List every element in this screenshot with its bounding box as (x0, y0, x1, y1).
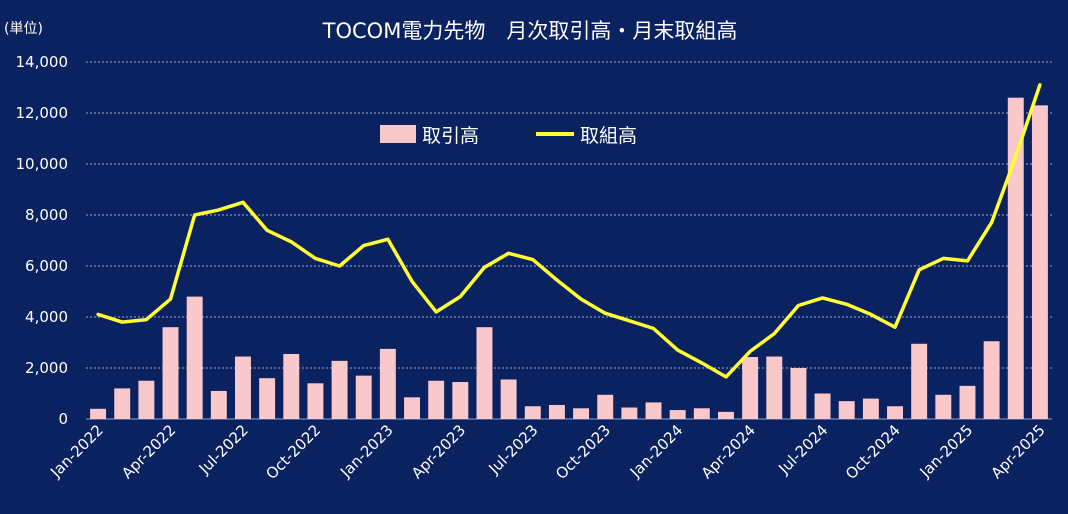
bar (983, 341, 1000, 419)
y-tick-label: 0 (58, 410, 68, 428)
bar (476, 327, 493, 419)
series-line (96, 83, 1042, 379)
bar (693, 408, 710, 419)
bar (355, 375, 372, 419)
bar (428, 380, 445, 419)
unit-label: (単位) (4, 21, 43, 37)
bar (235, 356, 251, 419)
bar (597, 394, 614, 419)
legend-label-line: 取組高 (580, 125, 637, 147)
y-tick-label: 10,000 (16, 155, 69, 173)
bar (210, 390, 227, 419)
bar (404, 397, 420, 419)
line-series-torikumidaka (96, 83, 1042, 379)
bar (645, 402, 662, 419)
y-axis-tick-labels: 0 2,000 4,000 6,000 8,000 10,000 12,000 14,000 (16, 53, 69, 428)
bar (573, 408, 590, 419)
bar (669, 410, 686, 419)
chart-title: TOCOM電力先物 月次取引高・月末取組高 (322, 19, 738, 43)
legend: 取引高 取組高 (380, 125, 637, 147)
y-tick-label: 14,000 (16, 53, 69, 71)
bar (524, 406, 541, 419)
bar (162, 327, 179, 419)
bar (790, 368, 807, 419)
y-tick-label: 8,000 (25, 206, 68, 224)
bar (138, 380, 155, 419)
y-tick-label: 2,000 (25, 359, 68, 377)
bar (935, 394, 952, 419)
bar (814, 393, 831, 419)
bar (379, 348, 396, 419)
bar (621, 407, 638, 419)
bar (1031, 105, 1048, 419)
bar (452, 382, 469, 419)
legend-swatch-bar (380, 125, 416, 143)
bar (1007, 97, 1024, 419)
bar (838, 401, 855, 419)
bar (548, 404, 565, 419)
bar (283, 353, 300, 419)
legend-label-bar: 取引高 (422, 125, 479, 147)
bar (959, 385, 976, 419)
bar (887, 406, 903, 419)
bar (114, 388, 131, 419)
bar (718, 411, 734, 419)
y-tick-label: 6,000 (25, 257, 68, 275)
bar (766, 356, 783, 419)
bar (259, 378, 276, 419)
bar (500, 379, 517, 419)
bar (307, 383, 324, 419)
bar (862, 398, 879, 419)
bar (911, 343, 928, 419)
bar (331, 360, 348, 419)
bar-series-torihikidaka (90, 97, 1048, 419)
bar (742, 357, 759, 419)
bar (90, 408, 107, 419)
y-tick-label: 4,000 (25, 308, 68, 326)
bar (186, 296, 203, 419)
y-tick-label: 12,000 (16, 104, 69, 122)
